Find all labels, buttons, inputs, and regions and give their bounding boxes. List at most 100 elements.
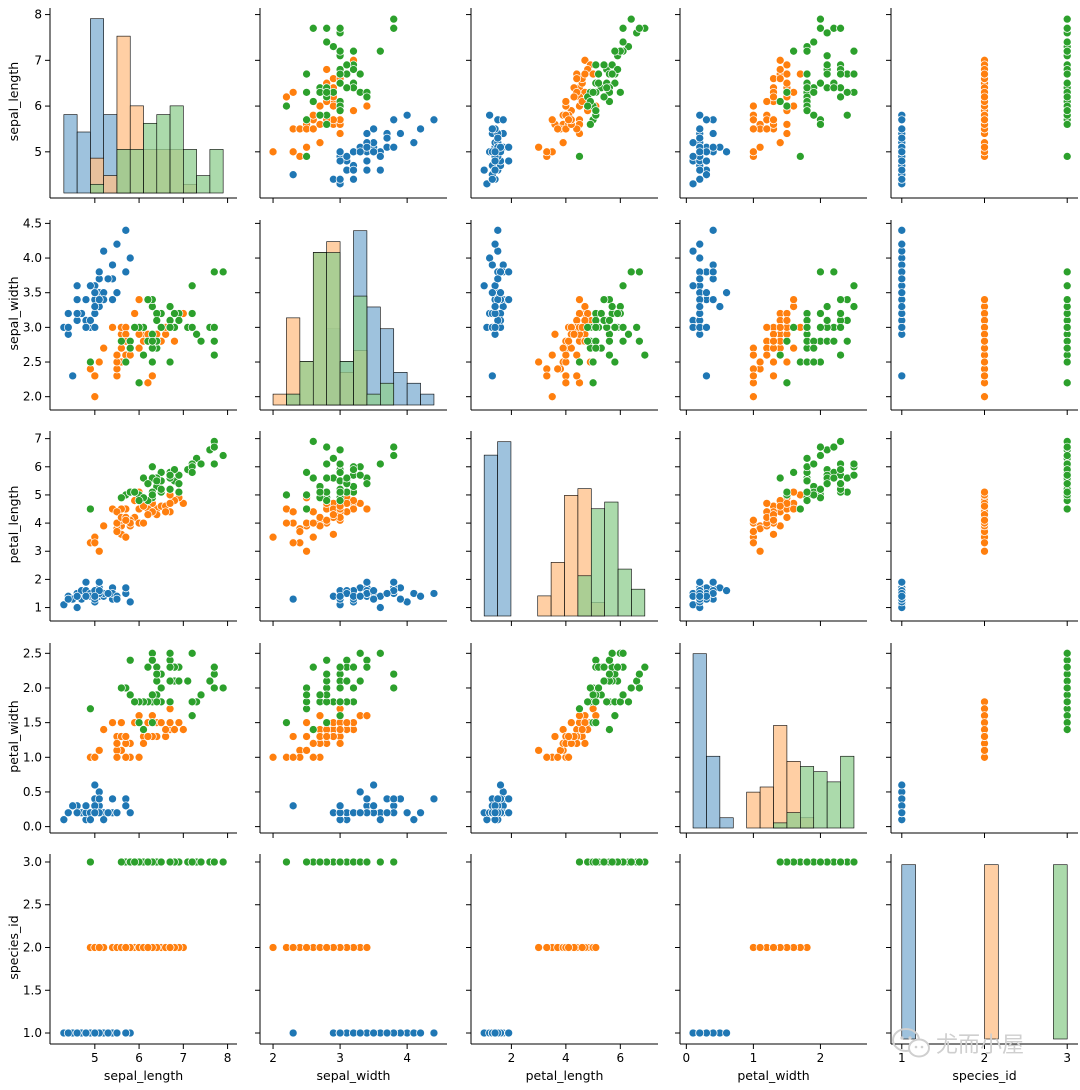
point-virginica xyxy=(152,697,162,707)
hist-bar-virginica xyxy=(129,149,144,194)
point-virginica xyxy=(349,46,358,56)
point-virginica xyxy=(618,690,628,700)
point-setosa xyxy=(429,589,439,598)
point-virginica xyxy=(322,87,332,97)
point-versicolor xyxy=(121,515,131,525)
point-virginica xyxy=(143,295,153,304)
pairplot-axis-labels: 5 6 7 8 sepal_length sepal_length 2.0 2.5 3.0 3.5… xyxy=(6,8,1071,1083)
point-setosa xyxy=(504,142,514,152)
point-setosa xyxy=(86,316,95,325)
point-virginica xyxy=(86,504,95,514)
point-versicolor xyxy=(769,336,778,346)
point-virginica xyxy=(610,46,620,56)
point-versicolor xyxy=(322,943,332,952)
point-versicolor xyxy=(749,538,758,548)
point-virginica xyxy=(591,323,601,332)
hist-bar-versicolor xyxy=(537,595,552,617)
panel-petal_width-vs-sepal_length xyxy=(45,643,237,838)
point-virginica xyxy=(618,23,628,33)
point-versicolor xyxy=(980,357,989,367)
hist-bar-versicolor xyxy=(103,175,118,194)
point-virginica xyxy=(315,110,325,120)
point-setosa xyxy=(702,371,711,381)
x-tick-label: 0 xyxy=(683,1051,691,1065)
point-versicolor xyxy=(143,943,153,952)
point-virginica xyxy=(624,329,633,339)
point-setosa xyxy=(355,808,365,818)
panel-petal_length-vs-species_id xyxy=(886,431,1078,626)
point-versicolor xyxy=(349,106,358,116)
point-virginica xyxy=(218,451,228,460)
point-setosa xyxy=(94,267,104,277)
point-virginica xyxy=(583,697,592,707)
point-virginica xyxy=(152,476,162,486)
point-virginica xyxy=(302,115,311,125)
point-virginica xyxy=(605,669,614,679)
point-setosa xyxy=(897,371,907,381)
point-virginica xyxy=(626,857,636,867)
point-setosa xyxy=(695,165,705,175)
point-virginica xyxy=(849,69,859,79)
point-virginica xyxy=(335,459,345,469)
y-tick-label: 3 xyxy=(34,544,42,558)
point-setosa xyxy=(708,142,718,152)
point-versicolor xyxy=(143,378,153,388)
point-virginica xyxy=(829,442,839,452)
point-versicolor xyxy=(94,546,104,556)
point-virginica xyxy=(187,309,197,318)
point-virginica xyxy=(1062,378,1072,388)
point-virginica xyxy=(613,662,622,672)
y-tick-label: 6 xyxy=(34,460,42,474)
hist-bar-virginica xyxy=(800,766,815,829)
point-setosa xyxy=(897,577,907,587)
point-versicolor xyxy=(156,718,166,727)
point-versicolor xyxy=(308,518,318,528)
point-virginica xyxy=(174,470,184,480)
y-tick-label: 2.0 xyxy=(23,390,42,404)
point-virginica xyxy=(209,323,219,332)
point-setosa xyxy=(504,295,514,304)
point-virginica xyxy=(389,23,399,33)
point-virginica xyxy=(282,718,291,727)
point-versicolor xyxy=(121,752,131,762)
point-virginica xyxy=(156,683,166,693)
point-virginica xyxy=(165,676,175,686)
point-versicolor xyxy=(980,487,989,497)
point-setosa xyxy=(490,808,500,818)
point-virginica xyxy=(809,357,819,367)
point-setosa xyxy=(695,174,705,184)
panel-petal_length-vs-petal_width xyxy=(675,431,867,626)
point-versicolor xyxy=(308,532,318,542)
point-virginica xyxy=(335,106,345,116)
x-tick-label: 6 xyxy=(135,1051,143,1065)
point-versicolor xyxy=(268,147,278,157)
point-versicolor xyxy=(980,392,989,402)
point-versicolor xyxy=(534,746,543,755)
point-virginica xyxy=(389,14,399,24)
point-virginica xyxy=(355,648,365,658)
point-virginica xyxy=(782,87,792,97)
x-tick-label: 7 xyxy=(180,1051,188,1065)
point-virginica xyxy=(1062,78,1072,88)
hist-bar-virginica xyxy=(773,822,788,829)
point-virginica xyxy=(302,152,311,161)
point-versicolor xyxy=(547,392,557,402)
point-virginica xyxy=(130,323,139,332)
point-versicolor xyxy=(178,725,188,734)
point-versicolor xyxy=(775,501,785,511)
point-setosa xyxy=(63,309,73,318)
point-virginica xyxy=(196,857,206,867)
hist-bar-setosa xyxy=(420,393,435,406)
x-tick-label: 6 xyxy=(617,1051,625,1065)
point-virginica xyxy=(315,487,325,497)
point-virginica xyxy=(335,857,345,867)
point-setosa xyxy=(487,371,497,381)
point-virginica xyxy=(594,69,603,79)
point-versicolor xyxy=(762,350,772,360)
point-virginica xyxy=(599,662,609,672)
point-virginica xyxy=(849,470,859,480)
point-virginica xyxy=(86,857,95,867)
point-setosa xyxy=(112,239,122,249)
point-virginica xyxy=(117,857,126,867)
point-setosa xyxy=(369,594,378,604)
